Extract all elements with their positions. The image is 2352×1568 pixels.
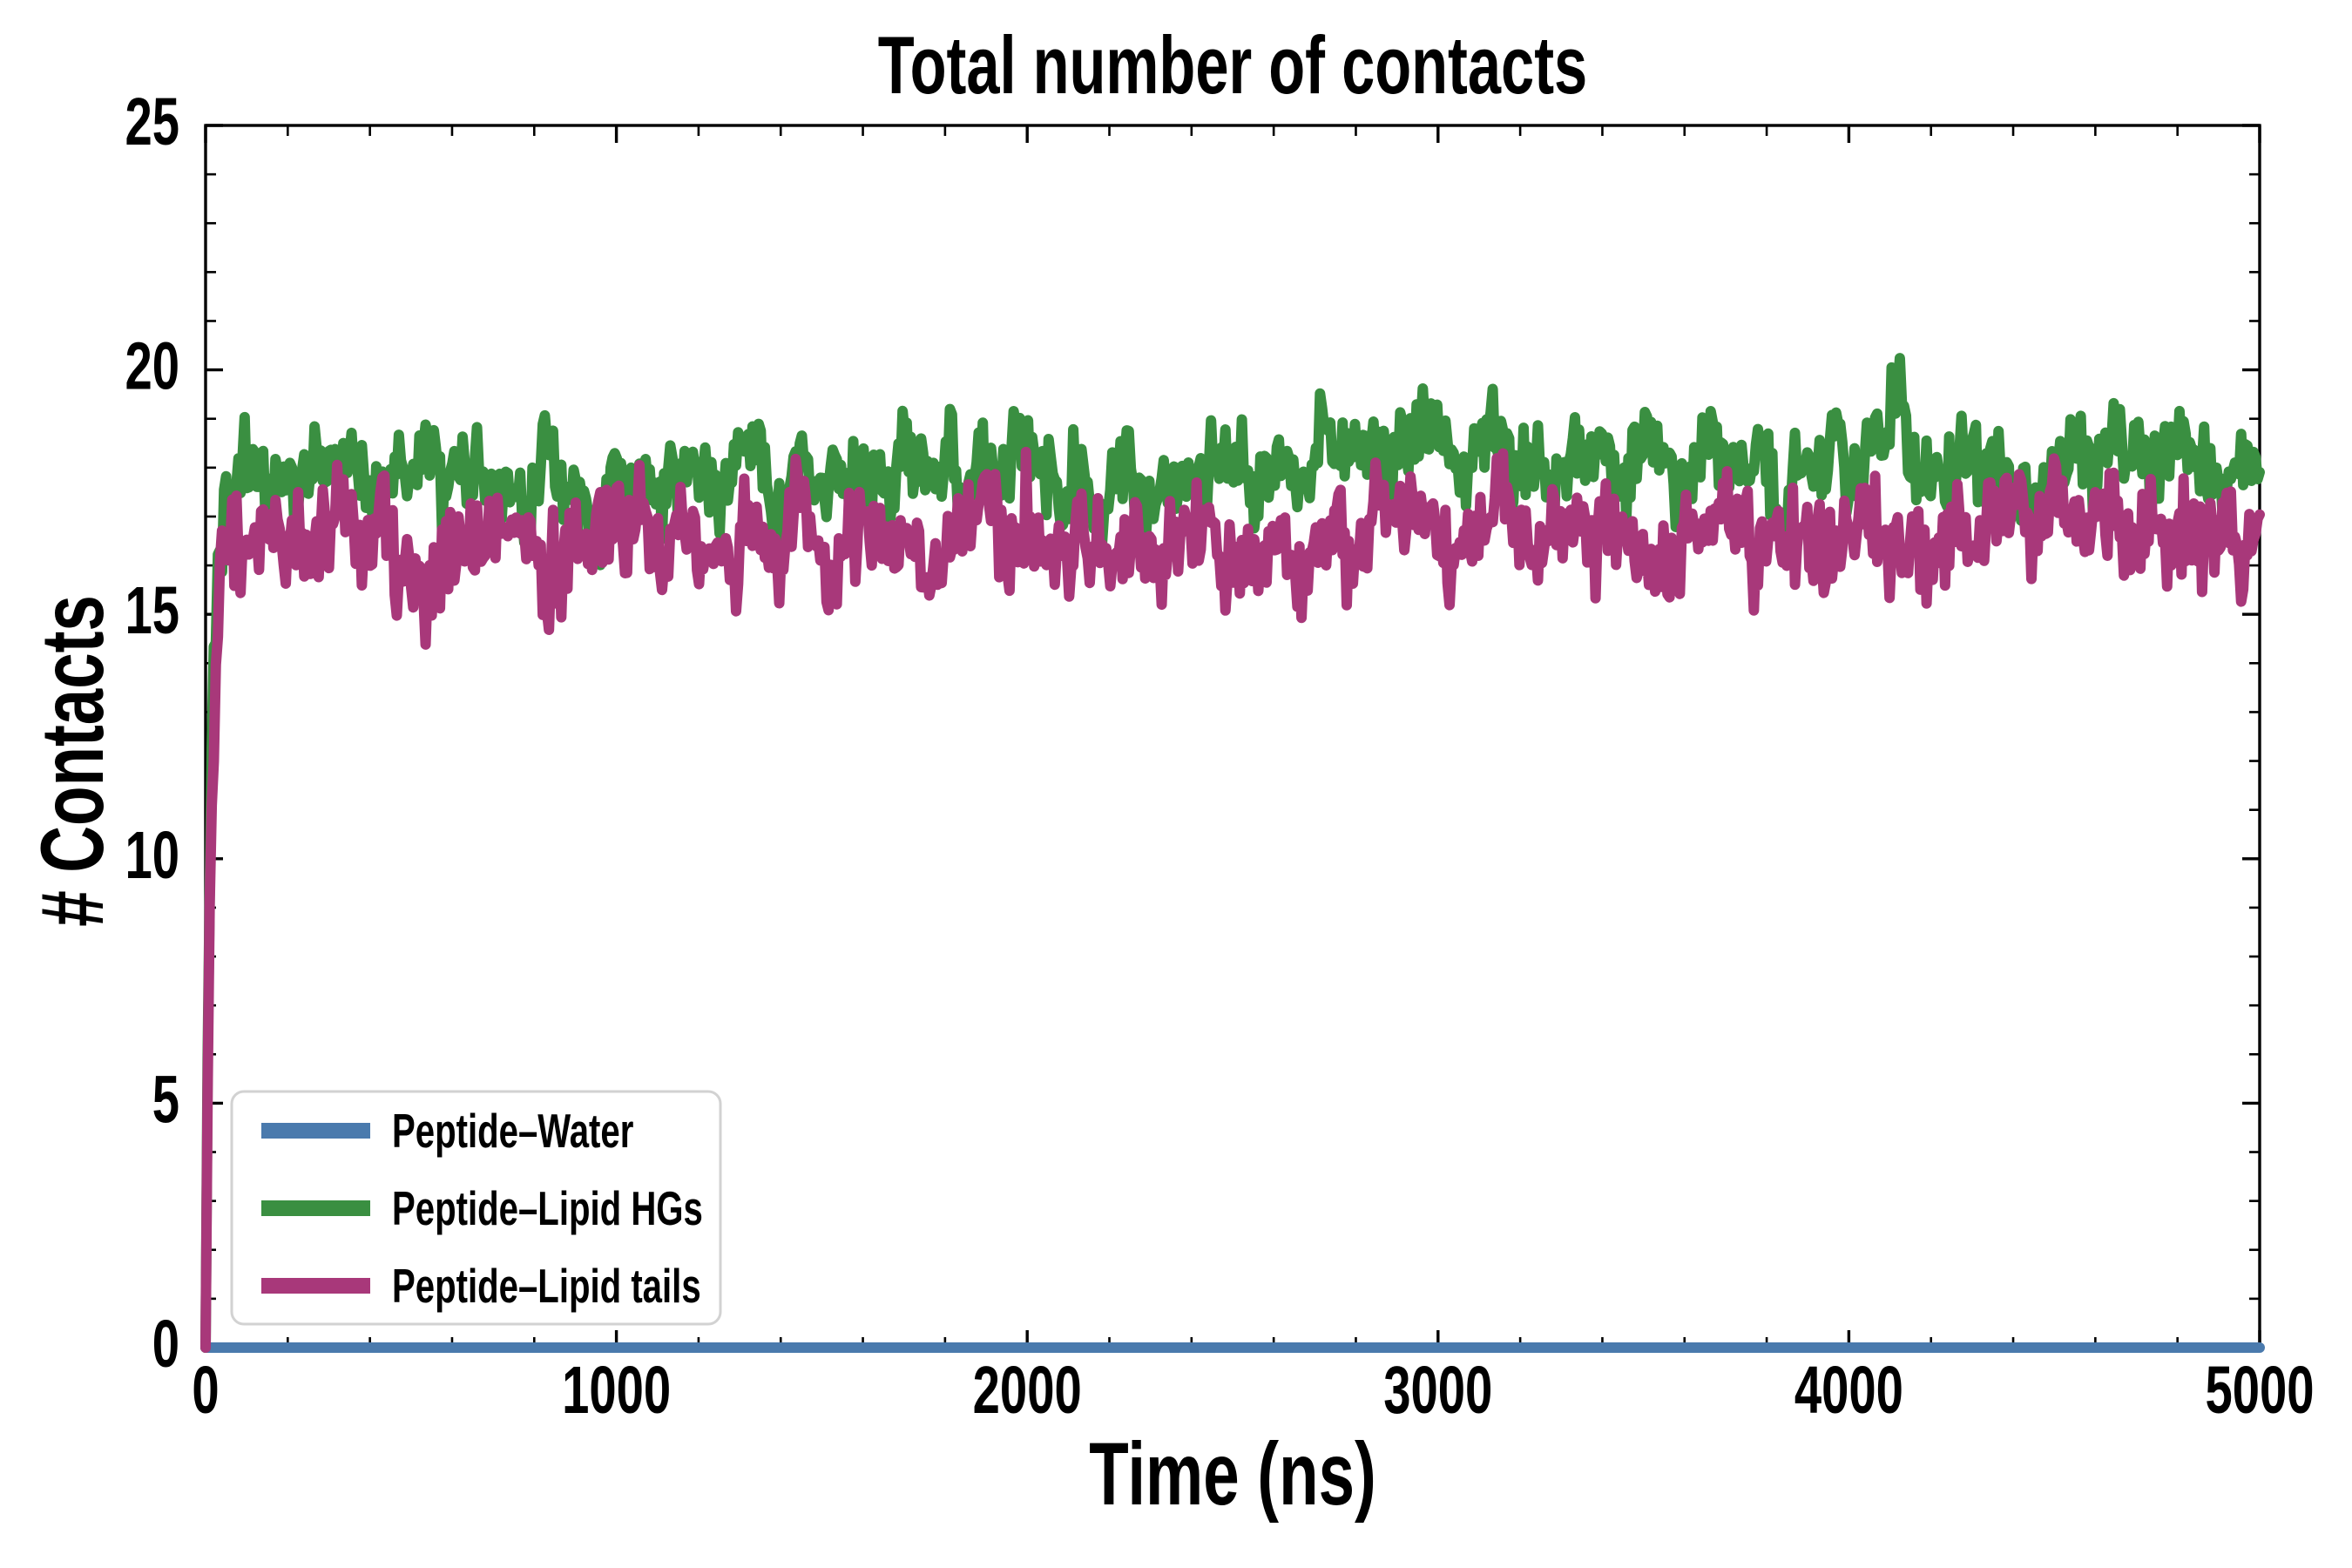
svg-text:5: 5	[152, 1063, 179, 1138]
svg-text:0: 0	[192, 1353, 219, 1428]
svg-text:0: 0	[152, 1307, 179, 1382]
svg-text:3000: 3000	[1383, 1353, 1492, 1428]
svg-text:20: 20	[125, 329, 179, 404]
svg-text:4000: 4000	[1794, 1353, 1903, 1428]
svg-text:15: 15	[125, 574, 179, 649]
svg-text:Peptide–Lipid tails: Peptide–Lipid tails	[392, 1260, 701, 1314]
svg-text:Peptide–Lipid HGs: Peptide–Lipid HGs	[392, 1182, 703, 1236]
svg-text:2000: 2000	[973, 1353, 1082, 1428]
svg-text:1000: 1000	[562, 1353, 671, 1428]
svg-text:# Contacts: # Contacts	[22, 595, 121, 927]
svg-text:10: 10	[125, 818, 179, 893]
svg-text:5000: 5000	[2205, 1353, 2314, 1428]
svg-text:25: 25	[125, 84, 179, 159]
svg-text:Time (ns): Time (ns)	[1089, 1423, 1376, 1523]
svg-text:Peptide–Water: Peptide–Water	[392, 1105, 633, 1159]
svg-text:Total number of contacts: Total number of contacts	[878, 21, 1587, 112]
